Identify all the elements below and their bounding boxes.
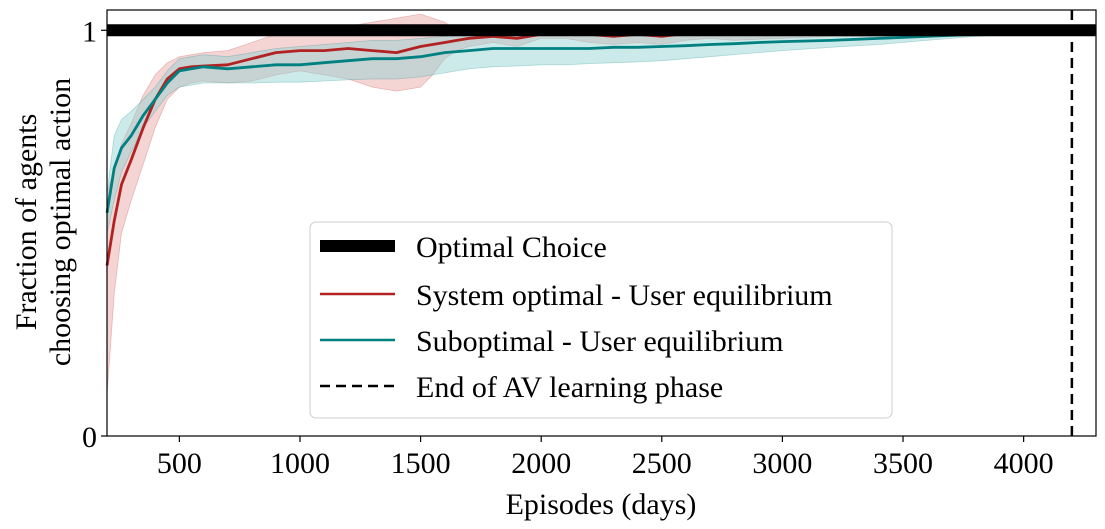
band-series-1	[106, 29, 1097, 234]
x-tick-label: 500	[157, 447, 202, 480]
legend: Optimal Choice System optimal - User equ…	[309, 221, 893, 419]
plot-frame	[106, 9, 1097, 437]
x-tick-label: 2000	[511, 447, 571, 480]
x-tick-label: 1500	[391, 447, 451, 480]
x-tick-label: 4000	[994, 447, 1054, 480]
y-tick-label: 1	[82, 15, 97, 48]
x-tick-label: 3500	[873, 447, 933, 480]
legend-label-optimal-choice: Optimal Choice	[416, 231, 607, 264]
line-series-1	[105, 28, 1096, 214]
x-axis-ticks: 500 1000 1500 2000 2500 3000 3500 4000	[157, 436, 1054, 480]
legend-box	[309, 221, 893, 419]
y-axis-label-line1: Fraction of agents	[10, 114, 43, 331]
legend-label-end-av-learning: End of AV learning phase	[416, 371, 723, 404]
reference-lines	[107, 10, 1096, 436]
x-tick-label: 1000	[270, 447, 330, 480]
x-axis-label: Episodes (days)	[506, 488, 697, 521]
legend-label-suboptimal: Suboptimal - User equilibrium	[416, 325, 783, 358]
legend-label-system-optimal: System optimal - User equilibrium	[416, 279, 833, 312]
y-axis-ticks: 01	[82, 15, 107, 454]
y-tick-label: 0	[82, 421, 97, 454]
y-axis-label-line2: choosing optimal action	[44, 78, 77, 366]
x-tick-label: 3000	[752, 447, 812, 480]
x-tick-label: 2500	[632, 447, 692, 480]
